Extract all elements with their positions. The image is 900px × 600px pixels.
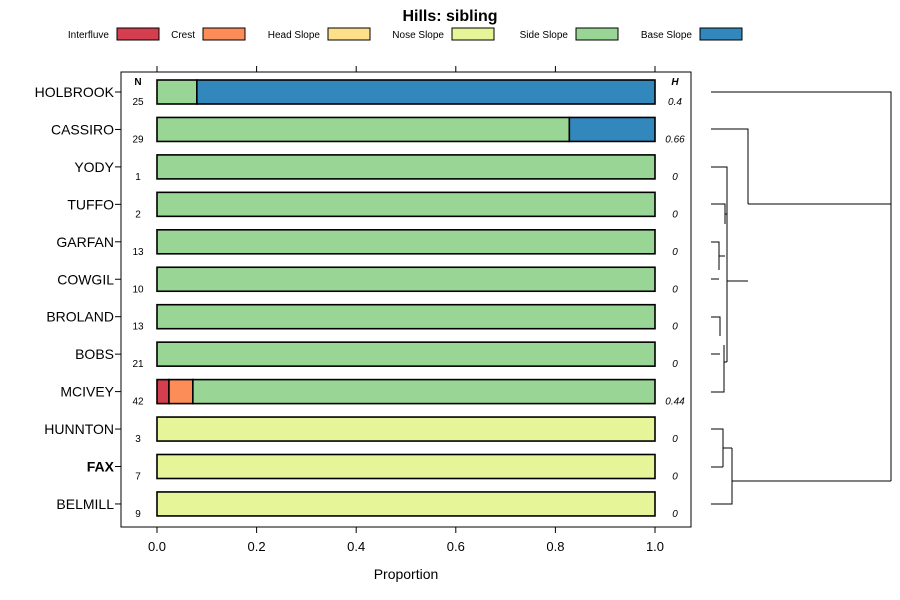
legend-label-nose-slope: Nose Slope [392, 30, 444, 41]
legend: Interfluve Crest Head Slope Nose Slope Side … [68, 27, 743, 41]
bar-segment-side-slope [156, 116, 571, 143]
row-cassiro: CASSIRO 29 0.66 [51, 116, 685, 145]
bar-segment-nose-slope [156, 491, 656, 517]
legend-label-head-slope: Head Slope [268, 30, 321, 41]
x-tick-label: 0.0 [148, 539, 166, 554]
chart-title: Hills: sibling [402, 8, 497, 25]
category-label: HUNNTON [44, 421, 114, 437]
bar-segment-side-slope [156, 341, 656, 367]
category-label: HOLBROOK [35, 84, 115, 100]
n-value: 2 [135, 209, 141, 220]
x-tick-label: 0.2 [248, 539, 266, 554]
n-value: 1 [135, 172, 141, 183]
legend-label-side-slope: Side Slope [520, 30, 569, 41]
dendrogram [711, 91, 892, 505]
row-broland: BROLAND 13 0 [46, 303, 678, 333]
n-value: 29 [132, 134, 144, 145]
row-garfan: GARFAN 13 0 [56, 229, 678, 258]
h-value: 0 [672, 247, 678, 258]
dendrogram-branch [711, 91, 892, 505]
row-hunnton: HUNNTON 3 0 [44, 416, 678, 445]
n-value: 9 [135, 509, 141, 520]
category-label: FAX [87, 459, 115, 475]
category-label: GARFAN [56, 234, 114, 250]
x-axis-label: Proportion [374, 566, 439, 582]
h-value: 0 [672, 209, 678, 220]
n-value: 42 [132, 397, 144, 408]
h-value: 0 [672, 359, 678, 370]
bar-segment-side-slope [156, 154, 656, 180]
legend-swatch-head-slope [327, 27, 371, 41]
h-value: 0.4 [668, 97, 682, 108]
bar-segment-base-slope [568, 116, 656, 143]
n-value: 13 [132, 247, 144, 258]
bar-segment-side-slope [192, 378, 656, 405]
n-value: 7 [135, 472, 141, 483]
h-value: 0 [672, 172, 678, 183]
h-column-header: H [671, 77, 679, 88]
x-axis: 0.0 0.2 0.4 0.6 0.8 1.0 [148, 66, 664, 554]
x-tick-label: 0.6 [447, 539, 465, 554]
h-value: 0 [672, 509, 678, 520]
bar-segment-nose-slope [156, 453, 656, 480]
bar-segment-nose-slope [156, 416, 656, 442]
category-label: CASSIRO [51, 121, 114, 137]
bar-segment-interfluve [156, 378, 170, 405]
bar-segment-side-slope [156, 191, 656, 218]
n-value: 10 [132, 284, 144, 295]
n-value: 13 [132, 322, 144, 333]
row-holbrook: HOLBROOK 25 0.4 [35, 79, 682, 108]
category-label: COWGIL [57, 271, 114, 287]
bar-segment-side-slope [156, 266, 656, 293]
n-value: 25 [132, 97, 144, 108]
legend-swatch-nose-slope [451, 27, 495, 41]
bar-segment-crest [168, 378, 194, 405]
category-label: BROLAND [46, 309, 114, 325]
bar-segment-side-slope [156, 303, 656, 330]
h-value: 0.66 [665, 134, 685, 145]
n-value: 3 [135, 434, 141, 445]
bar-segment-base-slope [196, 79, 656, 105]
category-label: BOBS [75, 346, 114, 362]
bar-segment-side-slope [156, 79, 198, 105]
h-value: 0.44 [665, 397, 685, 408]
category-label: BELMILL [56, 496, 114, 512]
legend-swatch-side-slope [575, 27, 619, 41]
row-cowgil: COWGIL 10 0 [57, 266, 678, 295]
legend-label-interfluve: Interfluve [68, 30, 110, 41]
x-tick-label: 1.0 [646, 539, 664, 554]
n-column-header: N [134, 77, 141, 88]
row-mcivey: MCIVEY 42 0.44 [60, 378, 685, 408]
category-label: TUFFO [67, 196, 114, 212]
h-value: 0 [672, 284, 678, 295]
row-yody: YODY 1 0 [74, 154, 678, 183]
category-label: MCIVEY [60, 384, 114, 400]
legend-label-crest: Crest [171, 30, 195, 41]
h-value: 0 [672, 472, 678, 483]
legend-swatch-base-slope [699, 27, 743, 41]
row-belmill: BELMILL 9 0 [56, 491, 678, 520]
x-tick-label: 0.8 [546, 539, 564, 554]
category-label: YODY [74, 159, 114, 175]
row-fax: FAX 7 0 [87, 453, 678, 483]
row-bobs: BOBS 21 0 [75, 341, 678, 370]
h-value: 0 [672, 322, 678, 333]
legend-swatch-crest [202, 27, 246, 41]
h-value: 0 [672, 434, 678, 445]
legend-label-base-slope: Base Slope [641, 30, 693, 41]
row-tuffo: TUFFO 2 0 [67, 191, 678, 220]
n-value: 21 [132, 359, 144, 370]
legend-swatch-interfluve [116, 27, 160, 41]
plot-frame [120, 71, 692, 528]
bar-segment-side-slope [156, 229, 656, 255]
x-tick-label: 0.4 [347, 539, 365, 554]
